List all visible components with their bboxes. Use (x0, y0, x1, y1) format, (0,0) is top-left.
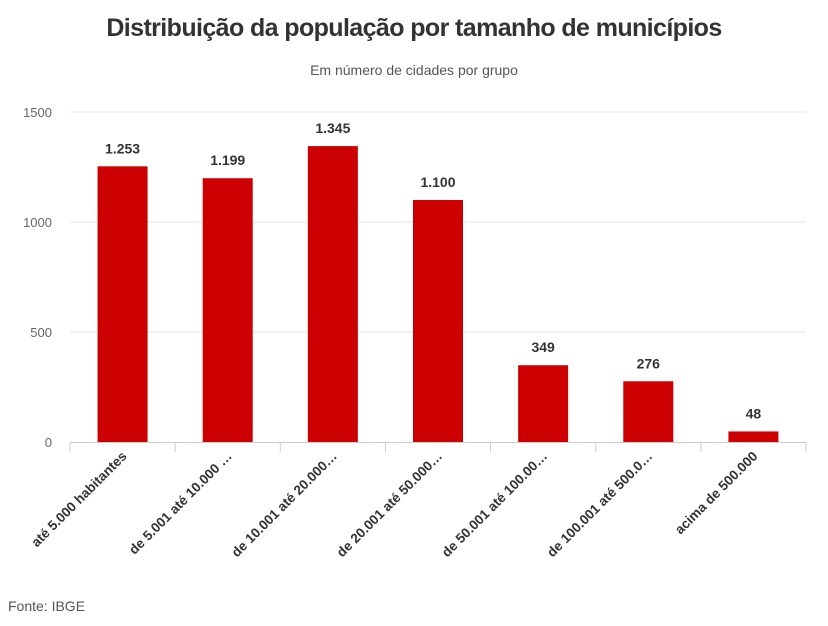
bar (97, 166, 148, 442)
y-tick-label: 1500 (23, 105, 52, 120)
x-axis (69, 442, 807, 452)
data-labels: 1.253 1.199 1.345 1.100 349 276 48 (105, 120, 761, 421)
bar (307, 146, 358, 442)
x-tick-label: de 10.001 até 20.000… (229, 449, 340, 560)
data-label: 349 (531, 339, 555, 355)
x-tick-label: de 50.001 até 100.00… (439, 449, 550, 560)
data-label: 1.199 (210, 152, 245, 168)
y-tick-label: 1000 (23, 215, 52, 230)
bar (413, 200, 463, 442)
bar (518, 365, 569, 442)
data-label: 1.345 (315, 120, 350, 136)
bars (97, 146, 779, 442)
chart-subtitle: Em número de cidades por grupo (310, 62, 518, 78)
x-tick-label: de 5.001 até 10.000 … (126, 449, 235, 558)
data-label: 276 (637, 355, 661, 371)
y-tick-label: 0 (45, 435, 52, 450)
source-credit: Fonte: IBGE (8, 598, 86, 614)
x-tick-label: acima de 500.000 (672, 449, 761, 538)
data-label: 48 (746, 405, 762, 421)
data-label: 1.100 (420, 174, 455, 190)
bar (623, 381, 674, 442)
x-tick-label: até 5.000 habitantes (28, 449, 129, 550)
x-tick-label: de 20.001 até 50.000… (334, 449, 445, 560)
bar (728, 431, 779, 442)
x-tick-label: de 100.001 até 500.0… (544, 449, 655, 560)
bar (202, 178, 253, 442)
chart-title: Distribuição da população por tamanho de… (106, 14, 722, 42)
y-axis-tick-labels: 0 500 1000 1500 (23, 105, 52, 450)
y-tick-label: 500 (30, 325, 52, 340)
data-label: 1.253 (105, 140, 140, 156)
